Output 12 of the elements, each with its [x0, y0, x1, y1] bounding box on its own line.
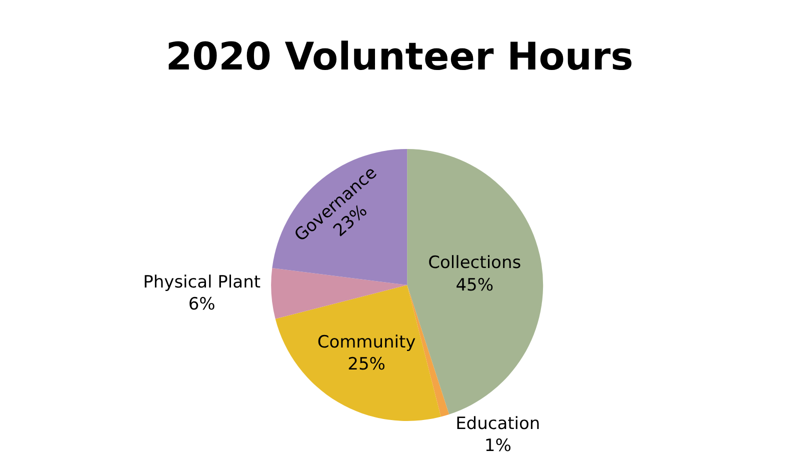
chart-title: 2020 Volunteer Hours	[166, 34, 634, 78]
pie-slice	[271, 268, 408, 319]
pie-slice	[275, 285, 441, 421]
slice-label: Collections	[428, 253, 522, 274]
slice-label: Physical Plant	[143, 272, 261, 293]
data-label: 25%	[348, 354, 386, 375]
slice-label: Education	[456, 414, 540, 434]
data-label: 1%	[484, 436, 512, 456]
pie-slice	[272, 149, 408, 285]
data-label: 6%	[188, 294, 216, 315]
data-label: 45%	[456, 275, 494, 296]
slice-label: Community	[317, 332, 416, 353]
